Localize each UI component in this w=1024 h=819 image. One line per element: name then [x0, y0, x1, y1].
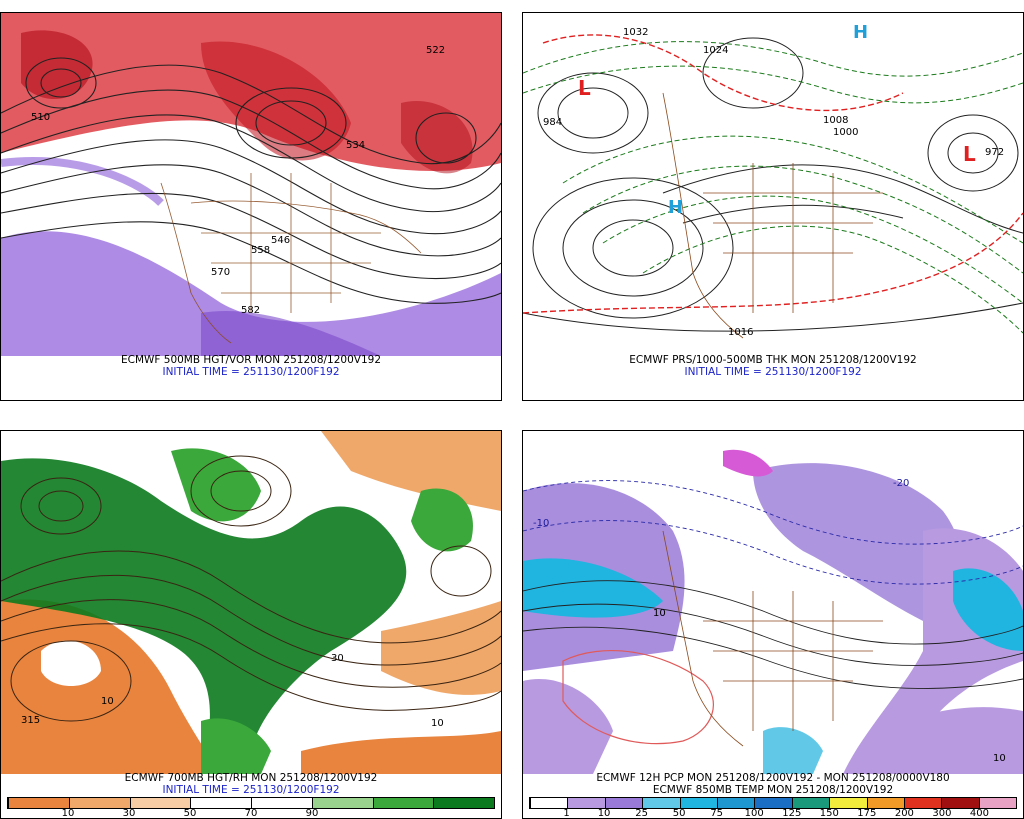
- rh-colorbar-swatch: [190, 798, 251, 808]
- label-972: 972: [985, 147, 1004, 158]
- panel-title: ECMWF 12H PCP MON 251208/1200V192 - MON …: [596, 772, 950, 784]
- label-582: 582: [241, 305, 260, 316]
- label-1032: 1032: [623, 27, 648, 38]
- label-984: 984: [543, 117, 562, 128]
- pcp-colorbar-tick-label: 10: [597, 808, 611, 819]
- pcp-colorbar-tick-label: 25: [635, 808, 648, 819]
- pcp-colorbar-swatch: [567, 798, 605, 808]
- pcp-colorbar-swatch: [941, 798, 979, 808]
- label-10-a: 10: [101, 696, 114, 707]
- label-10-b: 10: [431, 718, 444, 729]
- rh-colorbar-tick-label: 90: [305, 808, 319, 819]
- pcp-colorbar-tick-label: 175: [857, 808, 877, 819]
- label-10: 10: [653, 608, 666, 619]
- pcp-colorbar-tick-label: 50: [672, 808, 686, 819]
- map-prs: 1032 1024 1008 1000 984 1016 972 L L H H: [523, 13, 1023, 356]
- pcp-colorbar: [529, 797, 1017, 809]
- rh-colorbar-tick-label: 30: [122, 808, 136, 819]
- pcp-colorbar-swatch: [978, 798, 1017, 808]
- rh-colorbar-swatch: [8, 798, 69, 808]
- label-1000: 1000: [833, 127, 858, 138]
- label-30: 30: [331, 653, 344, 664]
- pcp-colorbar-swatch: [903, 798, 942, 808]
- pcp-colorbar-tick-label: 300: [932, 808, 952, 819]
- pcp-colorbar-tick-label: 100: [744, 808, 764, 819]
- rh-colorbar-ticks: 10 30 50 70 90: [7, 808, 495, 819]
- pcp-colorbar-tick-label: 75: [710, 808, 724, 819]
- label-10-east: 10: [993, 753, 1006, 764]
- pcp-colorbar-tick-label: 125: [782, 808, 802, 819]
- pcp-colorbar-swatch: [791, 798, 830, 808]
- map-500mb: 510 546 558 570 582 522 534: [1, 13, 501, 356]
- pcp-colorbar-swatch: [642, 798, 680, 808]
- pcp-colorbar-swatch: [716, 798, 755, 808]
- label-534: 534: [346, 140, 365, 151]
- low-center-symbol: L: [578, 76, 591, 100]
- rh-colorbar-swatch: [433, 798, 494, 808]
- pcp-colorbar-tick-label: 1: [563, 808, 570, 819]
- rh-colorbar-swatch: [372, 798, 434, 808]
- panel-12h-pcp-850-temp: -10 10 -20 10 ECMWF 12H PCP MON 251208/1…: [522, 430, 1024, 819]
- label-minus-10: -10: [533, 518, 549, 529]
- label-546: 546: [271, 235, 290, 246]
- panel-500mb-hgt-vor: 510 546 558 570 582 522 534 ECMWF 500MB …: [0, 12, 502, 401]
- pcp-colorbar-swatch: [866, 798, 904, 808]
- rh-colorbar-swatch: [129, 798, 191, 808]
- label-522: 522: [426, 45, 445, 56]
- low-center-symbol-east: L: [963, 142, 976, 166]
- panel-subtitle: INITIAL TIME = 251130/1200F192: [684, 366, 862, 378]
- rh-colorbar: [7, 797, 495, 809]
- rh-colorbar-tick-label: 50: [183, 808, 197, 819]
- label-570: 570: [211, 267, 230, 278]
- pcp-colorbar-swatch: [530, 798, 568, 808]
- label-1016: 1016: [728, 327, 753, 338]
- panel-title: ECMWF 700MB HGT/RH MON 251208/1200V192: [124, 772, 378, 784]
- label-315: 315: [21, 715, 40, 726]
- label-1024: 1024: [703, 45, 728, 56]
- rh-colorbar-tick-label: 10: [61, 808, 75, 819]
- map-pcp: -10 10 -20 10: [523, 431, 1023, 774]
- high-center-symbol-north: H: [853, 22, 868, 43]
- pcp-colorbar-swatch: [604, 798, 643, 808]
- pcp-colorbar-swatch: [754, 798, 792, 808]
- panel-700mb-hgt-rh: 315 10 10 30 ECMWF 700MB HGT/RH MON 2512…: [0, 430, 502, 819]
- pcp-colorbar-tick-label: 150: [819, 808, 839, 819]
- panel-title: ECMWF 500MB HGT/VOR MON 251208/1200V192: [120, 354, 381, 366]
- pcp-colorbar-tick-label: 200: [894, 808, 914, 819]
- label-558: 558: [251, 245, 270, 256]
- pcp-colorbar-ticks: 1 10 25 50 75 100 125 150 175 200 300 400: [529, 808, 1017, 819]
- rh-colorbar-swatch: [68, 798, 130, 808]
- rh-colorbar-swatch: [251, 798, 312, 808]
- panel-subtitle: ECMWF 850MB TEMP MON 251208/1200V192: [652, 784, 894, 796]
- label-510: 510: [31, 112, 50, 123]
- pcp-colorbar-swatch: [829, 798, 867, 808]
- pcp-colorbar-tick-label: 400: [969, 808, 989, 819]
- high-center-symbol: H: [668, 197, 683, 218]
- pcp-colorbar-swatch: [679, 798, 717, 808]
- rh-colorbar-tick-label: 70: [244, 808, 258, 819]
- panel-subtitle: INITIAL TIME = 251130/1200F192: [162, 366, 340, 378]
- panel-prs-thickness: 1032 1024 1008 1000 984 1016 972 L L H H…: [522, 12, 1024, 401]
- label-minus-20: -20: [893, 478, 909, 489]
- label-1008: 1008: [823, 115, 848, 126]
- rh-colorbar-swatch: [311, 798, 373, 808]
- map-700mb: 315 10 10 30: [1, 431, 501, 774]
- panel-title: ECMWF PRS/1000-500MB THK MON 251208/1200…: [629, 354, 917, 366]
- panel-subtitle: INITIAL TIME = 251130/1200F192: [162, 784, 340, 796]
